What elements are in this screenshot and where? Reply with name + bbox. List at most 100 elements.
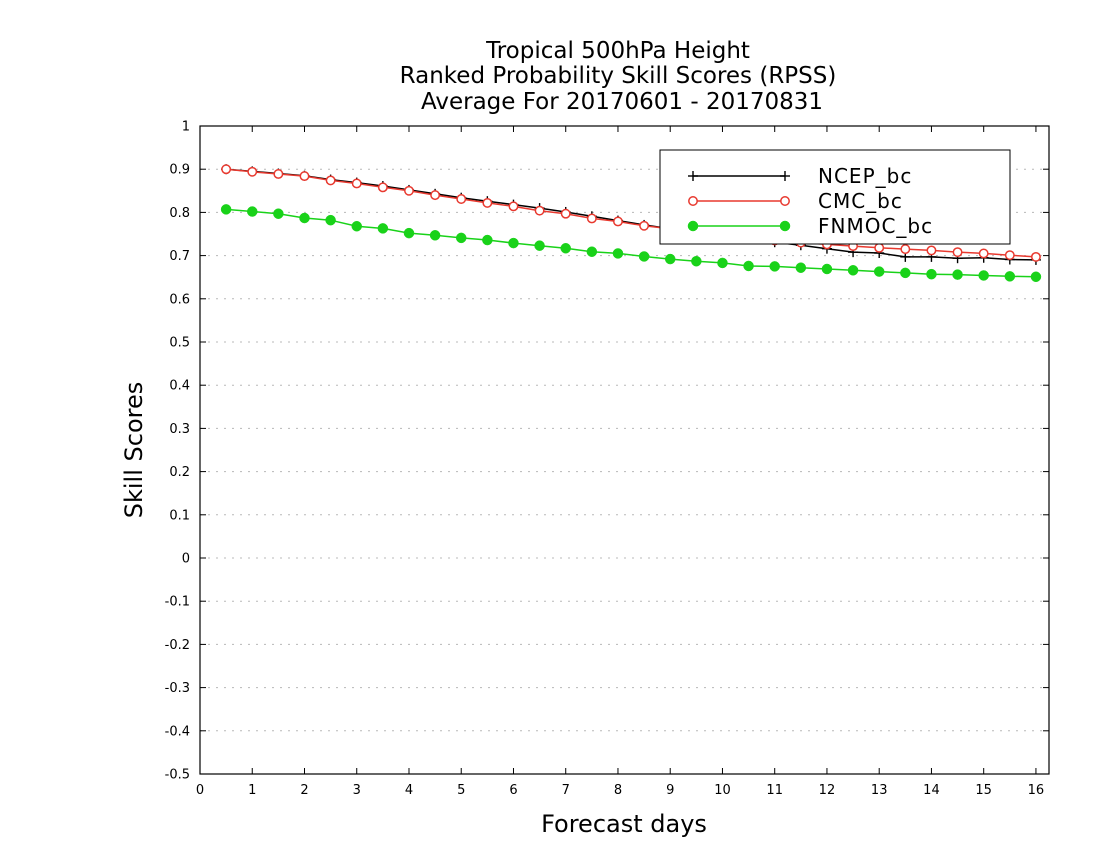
data-point-cmc-bc [613, 216, 623, 227]
y-tick-label: 0.3 [169, 422, 190, 437]
data-point-cmc-bc [508, 201, 519, 212]
x-tick-label: 10 [714, 783, 731, 798]
y-tick-label: 0.8 [169, 206, 190, 221]
data-point-cmc-bc [978, 248, 989, 259]
x-tick-label: 0 [196, 783, 204, 798]
data-point-cmc-bc [534, 205, 545, 216]
data-point-cmc-bc [1030, 251, 1041, 262]
series-fnmoc-bc [220, 204, 1042, 283]
chart-title-line-1: Tropical 500hPa Height [485, 38, 750, 64]
chart-title-line-2: Ranked Probability Skill Scores (RPSS) [400, 63, 837, 89]
data-point-cmc-bc [900, 244, 911, 255]
y-tick-label: 0 [182, 552, 190, 567]
x-tick-label: 2 [300, 783, 308, 798]
y-tick-label: 0.4 [169, 379, 190, 394]
data-point-cmc-bc [1004, 250, 1015, 261]
data-point-fnmoc-bc [717, 257, 728, 269]
data-point-fnmoc-bc [429, 230, 441, 241]
legend-marker-cmc-bc [780, 196, 790, 206]
legend-marker-ncep-bc [780, 171, 790, 181]
data-point-fnmoc-bc [926, 268, 937, 280]
data-point-fnmoc-bc [586, 246, 598, 257]
x-axis-ticks: 0 1 2 3 4 5 6 7 8 9 10 11 12 13 14 15 16 [196, 126, 1044, 798]
x-tick-label: 15 [975, 783, 992, 798]
data-point-fnmoc-bc [508, 237, 519, 249]
y-tick-label: 0.5 [169, 336, 190, 351]
x-tick-label: 13 [871, 783, 888, 798]
y-tick-label: -0.4 [165, 724, 190, 739]
data-point-cmc-bc [456, 194, 467, 204]
data-point-cmc-bc [351, 178, 362, 189]
y-tick-label: -0.3 [165, 681, 190, 696]
data-point-cmc-bc [377, 182, 388, 193]
y-tick-label: -0.1 [165, 595, 190, 610]
legend-label-cmc-bc: CMC_bc [818, 189, 903, 213]
y-tick-label: 0.7 [169, 249, 190, 264]
data-point-fnmoc-bc [403, 227, 415, 239]
data-point-fnmoc-bc [220, 204, 232, 215]
data-point-fnmoc-bc [821, 263, 833, 275]
data-point-fnmoc-bc [246, 206, 258, 217]
data-point-cmc-bc [325, 175, 336, 186]
data-point-fnmoc-bc [560, 243, 571, 254]
data-point-fnmoc-bc [873, 266, 885, 277]
data-point-fnmoc-bc [299, 212, 310, 224]
y-axis-ticks: -0.5 -0.4 -0.3 -0.2 -0.1 0 0.1 0.2 0.3 0.4 0.5 0.6 0… [165, 120, 1049, 783]
legend-label-fnmoc-bc: FNMOC_bc [818, 214, 933, 238]
y-axis-title: Skill Scores [120, 382, 148, 519]
y-tick-label: 1 [182, 120, 190, 135]
data-point-fnmoc-bc [795, 262, 807, 273]
x-tick-label: 11 [766, 783, 783, 798]
plot-frame [199, 125, 1050, 775]
x-tick-label: 4 [405, 783, 413, 798]
legend-label-ncep-bc: NCEP_bc [818, 164, 912, 188]
data-point-fnmoc-bc [273, 208, 284, 219]
y-tick-label: 0.6 [169, 292, 190, 307]
data-point-fnmoc-bc [900, 267, 911, 279]
chart-title: Tropical 500hPa Height Ranked Probabilit… [400, 38, 837, 115]
data-point-cmc-bc [273, 169, 284, 179]
data-point-cmc-bc [586, 213, 597, 224]
data-point-cmc-bc [299, 171, 310, 182]
x-tick-label: 1 [248, 783, 256, 798]
data-point-fnmoc-bc [847, 265, 859, 276]
y-tick-label: 0.1 [169, 508, 190, 523]
data-point-cmc-bc [874, 242, 885, 253]
x-tick-label: 3 [353, 783, 361, 798]
x-tick-label: 14 [923, 783, 940, 798]
data-point-cmc-bc [247, 166, 258, 177]
legend-marker-fnmoc-bc [779, 220, 791, 232]
y-tick-label: -0.5 [165, 768, 190, 783]
data-point-fnmoc-bc [664, 253, 676, 265]
x-tick-label: 16 [1028, 783, 1045, 798]
y-tick-label: -0.2 [165, 638, 190, 653]
data-point-cmc-bc [430, 190, 441, 201]
legend-box [659, 149, 1011, 245]
chart-title-line-3: Average For 20170601 - 20170831 [421, 89, 823, 115]
legend-marker-cmc-bc [688, 196, 698, 206]
data-point-cmc-bc [952, 247, 963, 258]
legend-marker-fnmoc-bc [687, 220, 699, 232]
data-point-fnmoc-bc [482, 234, 493, 246]
data-point-cmc-bc [404, 185, 414, 196]
legend-entry-cmc-bc: CMC_bc [688, 189, 903, 213]
legend-entry-ncep-bc: NCEP_bc [688, 164, 912, 188]
data-point-fnmoc-bc [769, 261, 780, 272]
gridlines [200, 168, 1049, 732]
data-point-cmc-bc [926, 245, 937, 256]
data-point-cmc-bc [639, 220, 650, 231]
legend-marker-ncep-bc [688, 171, 698, 181]
y-tick-label: 0.9 [169, 163, 190, 178]
x-tick-label: 12 [819, 783, 836, 798]
x-tick-label: 7 [562, 783, 570, 798]
x-tick-label: 8 [614, 783, 622, 798]
data-point-fnmoc-bc [455, 232, 467, 244]
data-point-fnmoc-bc [377, 223, 389, 234]
data-point-fnmoc-bc [978, 270, 989, 281]
x-axis-title: Forecast days [541, 810, 707, 838]
data-point-cmc-bc [560, 208, 571, 219]
data-point-fnmoc-bc [743, 260, 754, 272]
data-point-fnmoc-bc [1004, 271, 1016, 282]
